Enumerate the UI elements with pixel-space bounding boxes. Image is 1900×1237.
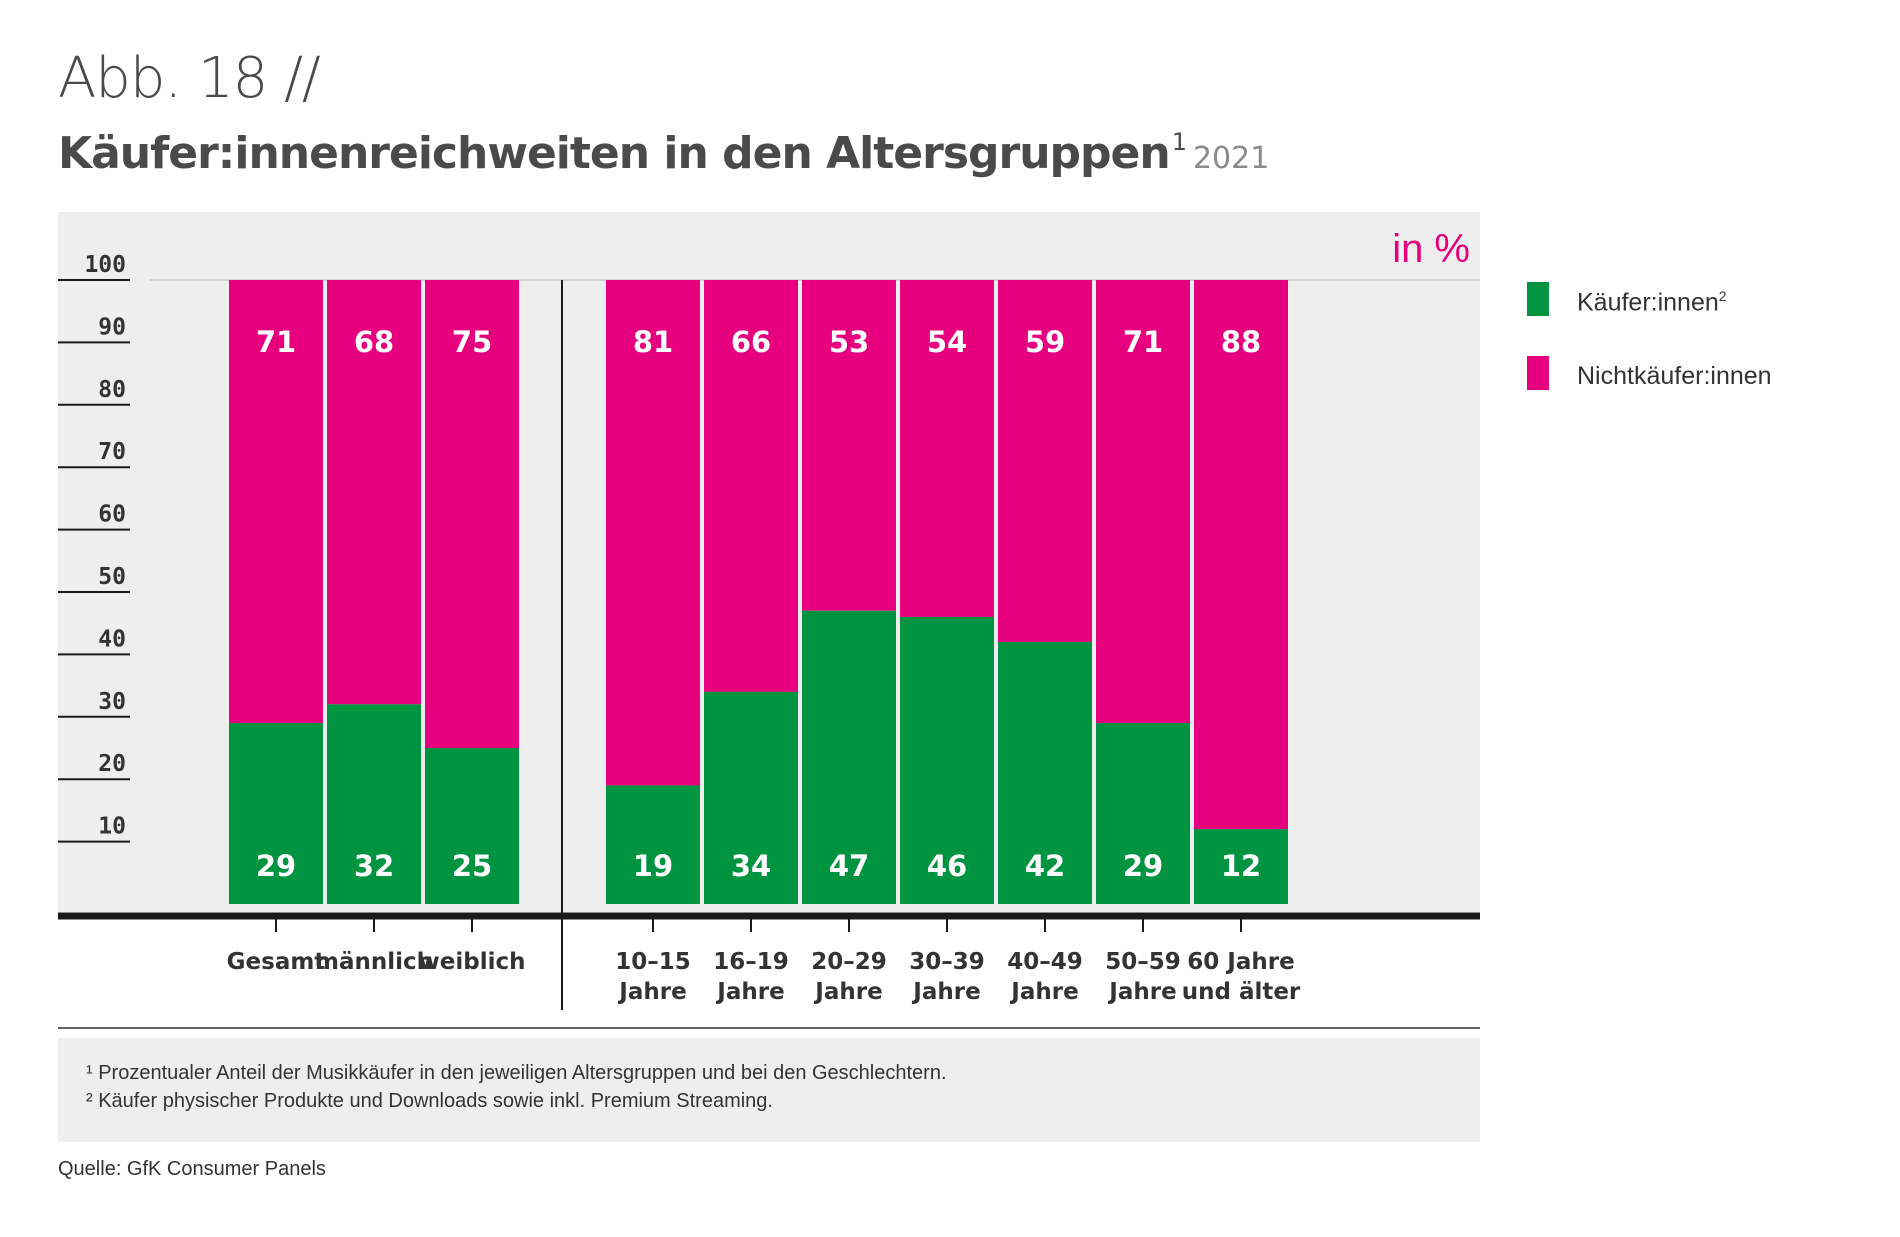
bar-kaeufer bbox=[704, 691, 798, 904]
y-tick-label: 20 bbox=[98, 751, 126, 777]
x-category-label: Jahre bbox=[911, 979, 980, 1005]
y-tick-label: 80 bbox=[98, 377, 126, 403]
title-row: Käufer:innenreichweiten in den Altersgru… bbox=[58, 128, 1269, 179]
footnotes-box: ¹ Prozentualer Anteil der Musikkäufer in… bbox=[58, 1038, 1480, 1142]
bar-nichtkaeufer bbox=[704, 280, 798, 692]
data-label-kaeufer: 32 bbox=[354, 849, 394, 883]
data-label-nichtkaeufer: 71 bbox=[256, 325, 296, 359]
x-category-label: 20–29 bbox=[811, 949, 887, 975]
legend-footnote-marker: 2 bbox=[1718, 288, 1727, 304]
x-category-label: und älter bbox=[1182, 979, 1301, 1005]
title-footnote-marker: 1 bbox=[1171, 128, 1187, 156]
data-label-kaeufer: 42 bbox=[1025, 849, 1065, 883]
x-category-label: 40–49 bbox=[1007, 949, 1083, 975]
footnote-2: ² Käufer physischer Produkte und Downloa… bbox=[86, 1090, 773, 1112]
y-tick-label: 90 bbox=[98, 314, 126, 340]
x-category-label: Jahre bbox=[715, 979, 784, 1005]
bar-nichtkaeufer bbox=[1096, 280, 1190, 724]
legend-label: Käufer:innen2 bbox=[1577, 288, 1727, 317]
bar-nichtkaeufer bbox=[998, 280, 1092, 642]
x-category-label: 60 Jahre bbox=[1187, 949, 1294, 975]
y-tick-label: 30 bbox=[98, 689, 126, 715]
bar-kaeufer bbox=[327, 704, 421, 904]
bar-nichtkaeufer bbox=[606, 280, 700, 786]
unit-label: in % bbox=[1392, 227, 1470, 271]
data-label-nichtkaeufer: 75 bbox=[452, 325, 492, 359]
bar-nichtkaeufer bbox=[802, 280, 896, 611]
stacked-bar-chart: in % 10 20 30 40 50 60 70 80 90 100 71 29 68 32 75 25 8… bbox=[58, 212, 1480, 1029]
source-note: Quelle: GfK Consumer Panels bbox=[58, 1158, 326, 1180]
bar-kaeufer bbox=[1194, 829, 1288, 904]
chart-title: Käufer:innenreichweiten in den Altersgru… bbox=[58, 128, 1171, 179]
bar-kaeufer bbox=[1096, 723, 1190, 904]
data-label-nichtkaeufer: 88 bbox=[1221, 325, 1261, 359]
legend-swatch bbox=[1527, 356, 1549, 390]
data-label-nichtkaeufer: 54 bbox=[927, 325, 967, 359]
data-label-kaeufer: 25 bbox=[452, 849, 492, 883]
y-tick-label: 40 bbox=[98, 626, 126, 652]
x-category-label: 30–39 bbox=[909, 949, 985, 975]
data-label-nichtkaeufer: 59 bbox=[1025, 325, 1065, 359]
data-label-kaeufer: 47 bbox=[829, 849, 869, 883]
x-category-label: Gesamt bbox=[227, 949, 326, 975]
data-label-kaeufer: 29 bbox=[1123, 849, 1163, 883]
y-tick-label: 70 bbox=[98, 439, 126, 465]
data-label-kaeufer: 12 bbox=[1221, 849, 1261, 883]
bar-kaeufer bbox=[802, 610, 896, 904]
bar-kaeufer bbox=[900, 616, 994, 904]
x-category-label: 16–19 bbox=[713, 949, 789, 975]
bar-nichtkaeufer bbox=[425, 280, 519, 748]
footnote-1: ¹ Prozentualer Anteil der Musikkäufer in… bbox=[86, 1062, 947, 1084]
data-label-nichtkaeufer: 68 bbox=[354, 325, 394, 359]
chart-year: 2021 bbox=[1192, 141, 1270, 176]
x-category-label: Jahre bbox=[617, 979, 686, 1005]
bar-nichtkaeufer bbox=[327, 280, 421, 705]
x-category-label: Jahre bbox=[813, 979, 882, 1005]
y-axis: 10 20 30 40 50 60 70 80 90 100 bbox=[58, 252, 130, 843]
data-label-nichtkaeufer: 53 bbox=[829, 325, 869, 359]
data-label-nichtkaeufer: 81 bbox=[633, 325, 673, 359]
bar-nichtkaeufer bbox=[900, 280, 994, 617]
x-category-label: männlich bbox=[315, 949, 433, 975]
data-label-kaeufer: 46 bbox=[927, 849, 967, 883]
bar-kaeufer bbox=[606, 785, 700, 904]
figure-label: Abb. 18 // bbox=[58, 46, 321, 111]
bar-kaeufer bbox=[425, 748, 519, 904]
y-tick-label: 100 bbox=[84, 252, 126, 278]
data-label-nichtkaeufer: 66 bbox=[731, 325, 771, 359]
legend-swatch bbox=[1527, 282, 1549, 316]
data-label-kaeufer: 34 bbox=[731, 849, 771, 883]
y-tick-label: 50 bbox=[98, 564, 126, 590]
bars: 71 29 68 32 75 25 81 19 66 34 53 47 54 46 59 42 71 29 88 12 bbox=[229, 280, 1288, 904]
x-category-label: weiblich bbox=[419, 949, 526, 975]
bar-kaeufer bbox=[229, 723, 323, 904]
legend-label: Nichtkäufer:innen bbox=[1577, 362, 1772, 390]
x-category-label: Jahre bbox=[1009, 979, 1078, 1005]
y-tick-label: 60 bbox=[98, 502, 126, 528]
data-label-nichtkaeufer: 71 bbox=[1123, 325, 1163, 359]
x-category-label: 50–59 bbox=[1105, 949, 1181, 975]
bar-nichtkaeufer bbox=[229, 280, 323, 724]
data-label-kaeufer: 19 bbox=[633, 849, 673, 883]
bar-nichtkaeufer bbox=[1194, 280, 1288, 830]
x-category-label: 10–15 bbox=[615, 949, 691, 975]
bar-kaeufer bbox=[998, 641, 1092, 904]
data-label-kaeufer: 29 bbox=[256, 849, 296, 883]
y-tick-label: 10 bbox=[98, 814, 126, 840]
x-category-label: Jahre bbox=[1107, 979, 1176, 1005]
